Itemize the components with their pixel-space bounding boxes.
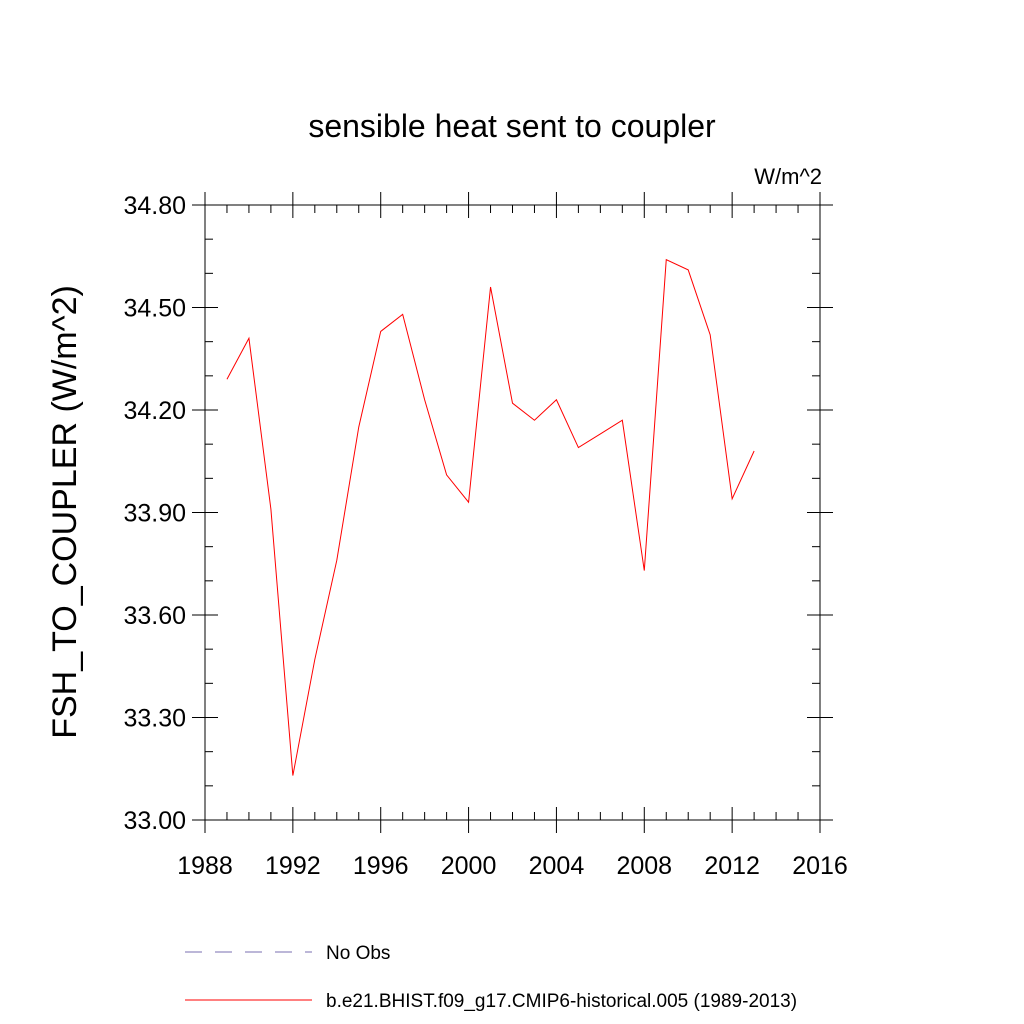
x-tick-label: 2008 xyxy=(616,852,672,880)
legend-label: b.e21.BHIST.f09_g17.CMIP6-historical.005… xyxy=(326,991,797,1012)
y-tick-label: 33.60 xyxy=(123,602,186,630)
series-line xyxy=(226,258,755,776)
legend: No Obs b.e21.BHIST.f09_g17.CMIP6-historic… xyxy=(185,943,797,1012)
x-tick-label: 1988 xyxy=(177,852,233,880)
y-tick-label: 33.90 xyxy=(123,500,186,528)
x-tick-label: 1992 xyxy=(265,852,321,880)
units-label: W/m^2 xyxy=(754,164,822,189)
plot-frame xyxy=(204,204,821,821)
major-ticks xyxy=(192,192,833,833)
y-tick-label: 34.80 xyxy=(123,192,186,220)
y-tick-label: 34.50 xyxy=(123,295,186,323)
series-layer xyxy=(226,258,755,776)
x-tick-label: 2016 xyxy=(792,852,848,880)
x-tick-label: 2004 xyxy=(529,852,585,880)
x-tick-label: 2012 xyxy=(704,852,760,880)
y-tick-label: 33.00 xyxy=(123,807,186,835)
y-tick-labels: 33.00 33.30 33.60 33.90 34.20 34.50 34.80 xyxy=(123,192,186,835)
minor-ticks xyxy=(205,205,820,820)
y-tick-label: 33.30 xyxy=(123,705,186,733)
x-tick-label: 2000 xyxy=(441,852,497,880)
chart-title: sensible heat sent to coupler xyxy=(308,108,716,144)
x-tick-label: 1996 xyxy=(353,852,409,880)
x-tick-labels: 1988 1992 1996 2000 2004 2008 2012 2016 xyxy=(177,852,848,880)
y-tick-label: 34.20 xyxy=(123,397,186,425)
y-axis-label: FSH_TO_COUPLER (W/m^2) xyxy=(46,285,84,739)
legend-label: No Obs xyxy=(326,943,390,964)
